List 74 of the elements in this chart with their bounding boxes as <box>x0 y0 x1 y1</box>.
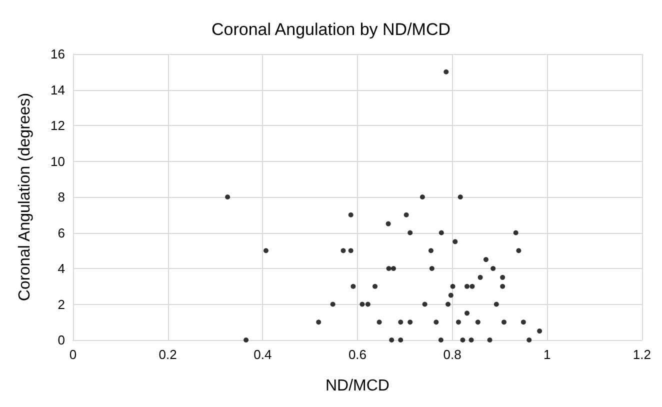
point <box>513 230 518 236</box>
point <box>456 320 461 325</box>
x-axis-title: ND/MCD <box>325 378 390 394</box>
y-tick-label: 2 <box>58 296 65 312</box>
point <box>438 230 444 236</box>
point <box>376 320 382 325</box>
y-tick-label: 6 <box>58 225 65 240</box>
y-tick-label: 0 <box>58 332 65 348</box>
point <box>386 221 391 226</box>
y-tick-label: 10 <box>50 154 65 169</box>
y-tick-label: 14 <box>50 82 65 98</box>
point <box>408 230 413 236</box>
point <box>501 320 506 325</box>
x-tick-label: 0.4 <box>254 347 272 362</box>
x-tick-label: 1.2 <box>632 347 652 362</box>
point <box>316 320 322 325</box>
point <box>404 212 409 218</box>
point <box>398 338 404 342</box>
point <box>460 338 466 342</box>
x-tick-label: 0.2 <box>158 347 177 362</box>
point <box>526 338 532 342</box>
point <box>520 320 526 325</box>
point <box>389 338 394 342</box>
y-tick-label: 16 <box>50 46 65 62</box>
point <box>464 284 470 289</box>
point <box>244 338 249 342</box>
point <box>408 320 413 325</box>
point <box>225 194 230 200</box>
point <box>487 338 492 342</box>
point <box>360 302 365 307</box>
x-tick-label: 0.6 <box>348 347 367 362</box>
y-tick-label: 12 <box>50 118 65 133</box>
point <box>452 239 458 244</box>
point <box>478 274 483 280</box>
point <box>475 320 480 325</box>
point <box>434 320 439 325</box>
point <box>386 266 392 271</box>
point <box>516 248 522 254</box>
point <box>494 302 499 307</box>
point <box>340 248 346 254</box>
point <box>444 69 449 74</box>
point <box>350 284 356 289</box>
y-tick-label: 8 <box>58 190 65 204</box>
point <box>348 212 354 218</box>
point <box>398 320 404 325</box>
point <box>500 274 506 280</box>
point <box>348 248 354 254</box>
point <box>500 284 506 289</box>
point <box>429 266 434 271</box>
point <box>450 284 456 289</box>
point <box>391 266 396 271</box>
point <box>468 338 474 342</box>
point <box>458 194 463 200</box>
point <box>470 284 475 289</box>
point <box>263 248 268 254</box>
point <box>490 266 496 271</box>
point <box>422 302 428 307</box>
point <box>448 292 454 298</box>
x-tick-label: 1 <box>544 347 551 362</box>
point <box>446 302 451 307</box>
chart-title: Coronal Angulation by ND/MCD <box>211 20 451 39</box>
point <box>420 194 425 200</box>
x-tick-label: 0.8 <box>443 347 462 362</box>
point <box>537 328 542 334</box>
point <box>372 284 378 289</box>
point <box>428 248 434 254</box>
point <box>330 302 336 307</box>
y-tick-label: 4 <box>58 261 65 276</box>
point <box>464 310 470 316</box>
point <box>365 302 370 307</box>
point <box>483 257 488 262</box>
point <box>438 338 444 342</box>
y-axis-title: Coronal Angulation (degrees) <box>16 92 34 302</box>
x-tick-label: 0 <box>69 347 77 362</box>
